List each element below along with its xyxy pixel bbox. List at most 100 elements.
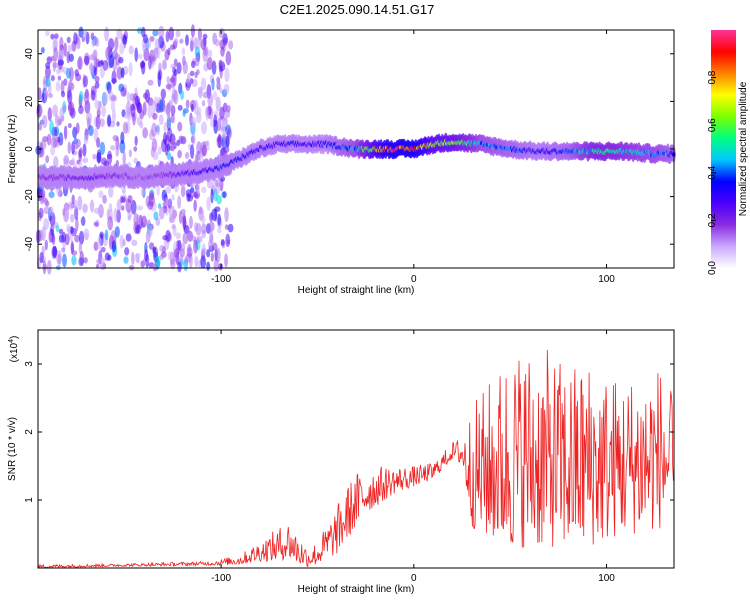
- heatmap-cell: [56, 68, 61, 75]
- heatmap-cell: [163, 131, 168, 145]
- heatmap-cell: [67, 141, 72, 154]
- heatmap-cell: [219, 87, 223, 94]
- heatmap-cell: [133, 212, 139, 227]
- heatmap-cell: [190, 60, 196, 69]
- heatmap-cell: [53, 47, 58, 62]
- heatmap-cell: [67, 44, 73, 52]
- heatmap-cell: [156, 123, 161, 136]
- heatmap-cell: [177, 239, 182, 251]
- heatmap-cell: [94, 75, 100, 83]
- heatmap-cell: [170, 114, 175, 124]
- heatmap-cell: [155, 255, 161, 268]
- heatmap-cell: [170, 136, 176, 152]
- heatmap-cell: [83, 30, 88, 37]
- heatmap-cell: [121, 205, 125, 211]
- heatmap-cell: [134, 47, 139, 62]
- heatmap-cell: [159, 244, 165, 253]
- heatmap-cell: [99, 118, 105, 128]
- heatmap-cell: [186, 247, 193, 258]
- heatmap-cell: [74, 144, 79, 150]
- heatmap-cell: [45, 200, 50, 207]
- heatmap-cell: [166, 116, 171, 131]
- heatmap-cell: [88, 125, 94, 137]
- heatmap-cell: [50, 75, 55, 82]
- heatmap-cell: [44, 65, 51, 79]
- heatmap-cell: [124, 247, 130, 256]
- heatmap-cell: [165, 83, 172, 90]
- y-tick-label: 2: [24, 429, 35, 435]
- heatmap-cell: [119, 140, 126, 154]
- heatmap-cell: [72, 126, 78, 139]
- heatmap-cell: [194, 71, 198, 79]
- y-tick-label: 20: [24, 95, 35, 107]
- heatmap-cell: [38, 207, 44, 219]
- heatmap-cell: [173, 248, 180, 259]
- heatmap-cell: [153, 211, 159, 221]
- heatmap-cell: [228, 40, 234, 50]
- heatmap-cell: [114, 37, 119, 51]
- heatmap-cell: [46, 56, 52, 64]
- heatmap-cell: [66, 224, 71, 233]
- heatmap-cell: [157, 146, 162, 155]
- heatmap-cell: [217, 133, 222, 149]
- heatmap-cell: [95, 114, 101, 130]
- heatmap-cell: [210, 252, 214, 262]
- heatmap-cell: [113, 207, 118, 223]
- heatmap-cell: [158, 114, 164, 125]
- heatmap-cell: [123, 256, 129, 264]
- heatmap-cell: [56, 136, 61, 143]
- heatmap-cell: [90, 90, 96, 101]
- heatmap-cell: [78, 26, 84, 38]
- heatmap-cell: [52, 62, 59, 69]
- heatmap-cell: [152, 151, 159, 161]
- heatmap-cell: [50, 146, 56, 156]
- heatmap-cell: [186, 72, 191, 88]
- heatmap-cell: [211, 208, 218, 222]
- heatmap-cell: [167, 198, 173, 209]
- heatmap-cell: [218, 59, 223, 73]
- colorbar-tick-label: 0.2: [707, 213, 718, 227]
- heatmap-cell: [224, 68, 230, 83]
- heatmap-cell: [147, 224, 153, 238]
- x-tick-label: 100: [598, 573, 615, 584]
- heatmap-cell: [206, 196, 211, 211]
- heatmap-cell: [134, 135, 138, 146]
- heatmap-cell: [95, 37, 100, 48]
- heatmap-cell: [144, 248, 149, 262]
- heatmap-cell: [124, 113, 131, 120]
- heatmap-cell: [206, 139, 210, 152]
- heatmap-cell: [207, 239, 213, 250]
- y-tick-label: 1: [24, 497, 35, 503]
- heatmap-cell: [169, 214, 175, 223]
- heatmap-cell: [119, 42, 125, 55]
- heatmap-cell: [173, 89, 179, 105]
- heatmap-cell: [74, 206, 79, 221]
- heatmap-cell: [200, 121, 208, 135]
- heatmap-cell: [197, 87, 203, 94]
- heatmap-cell: [225, 50, 232, 66]
- heatmap-cell: [178, 135, 184, 144]
- heatmap-cell: [200, 215, 206, 224]
- heatmap-cell: [111, 70, 117, 85]
- heatmap-cell: [168, 26, 175, 41]
- heatmap-cell: [149, 36, 155, 42]
- heatmap-cell: [78, 105, 84, 115]
- heatmap-cell: [214, 206, 221, 212]
- heatmap-cell: [194, 55, 200, 67]
- colorbar-tick-label: 0.4: [707, 165, 718, 179]
- heatmap-cell: [49, 206, 54, 217]
- heatmap-cell: [61, 247, 66, 253]
- heatmap-cell: [159, 99, 164, 113]
- heatmap-cell: [147, 79, 154, 86]
- heatmap-cell: [94, 81, 100, 89]
- heatmap-cell: [130, 199, 137, 215]
- heatmap-cell: [224, 253, 228, 268]
- heatmap-cell: [111, 240, 117, 253]
- heatmap-cell: [48, 230, 52, 243]
- heatmap-cell: [121, 187, 126, 195]
- heatmap-cell: [208, 49, 213, 59]
- heatmap-cell: [177, 150, 182, 159]
- heatmap-cell: [70, 213, 75, 223]
- heatmap-cell: [47, 107, 52, 122]
